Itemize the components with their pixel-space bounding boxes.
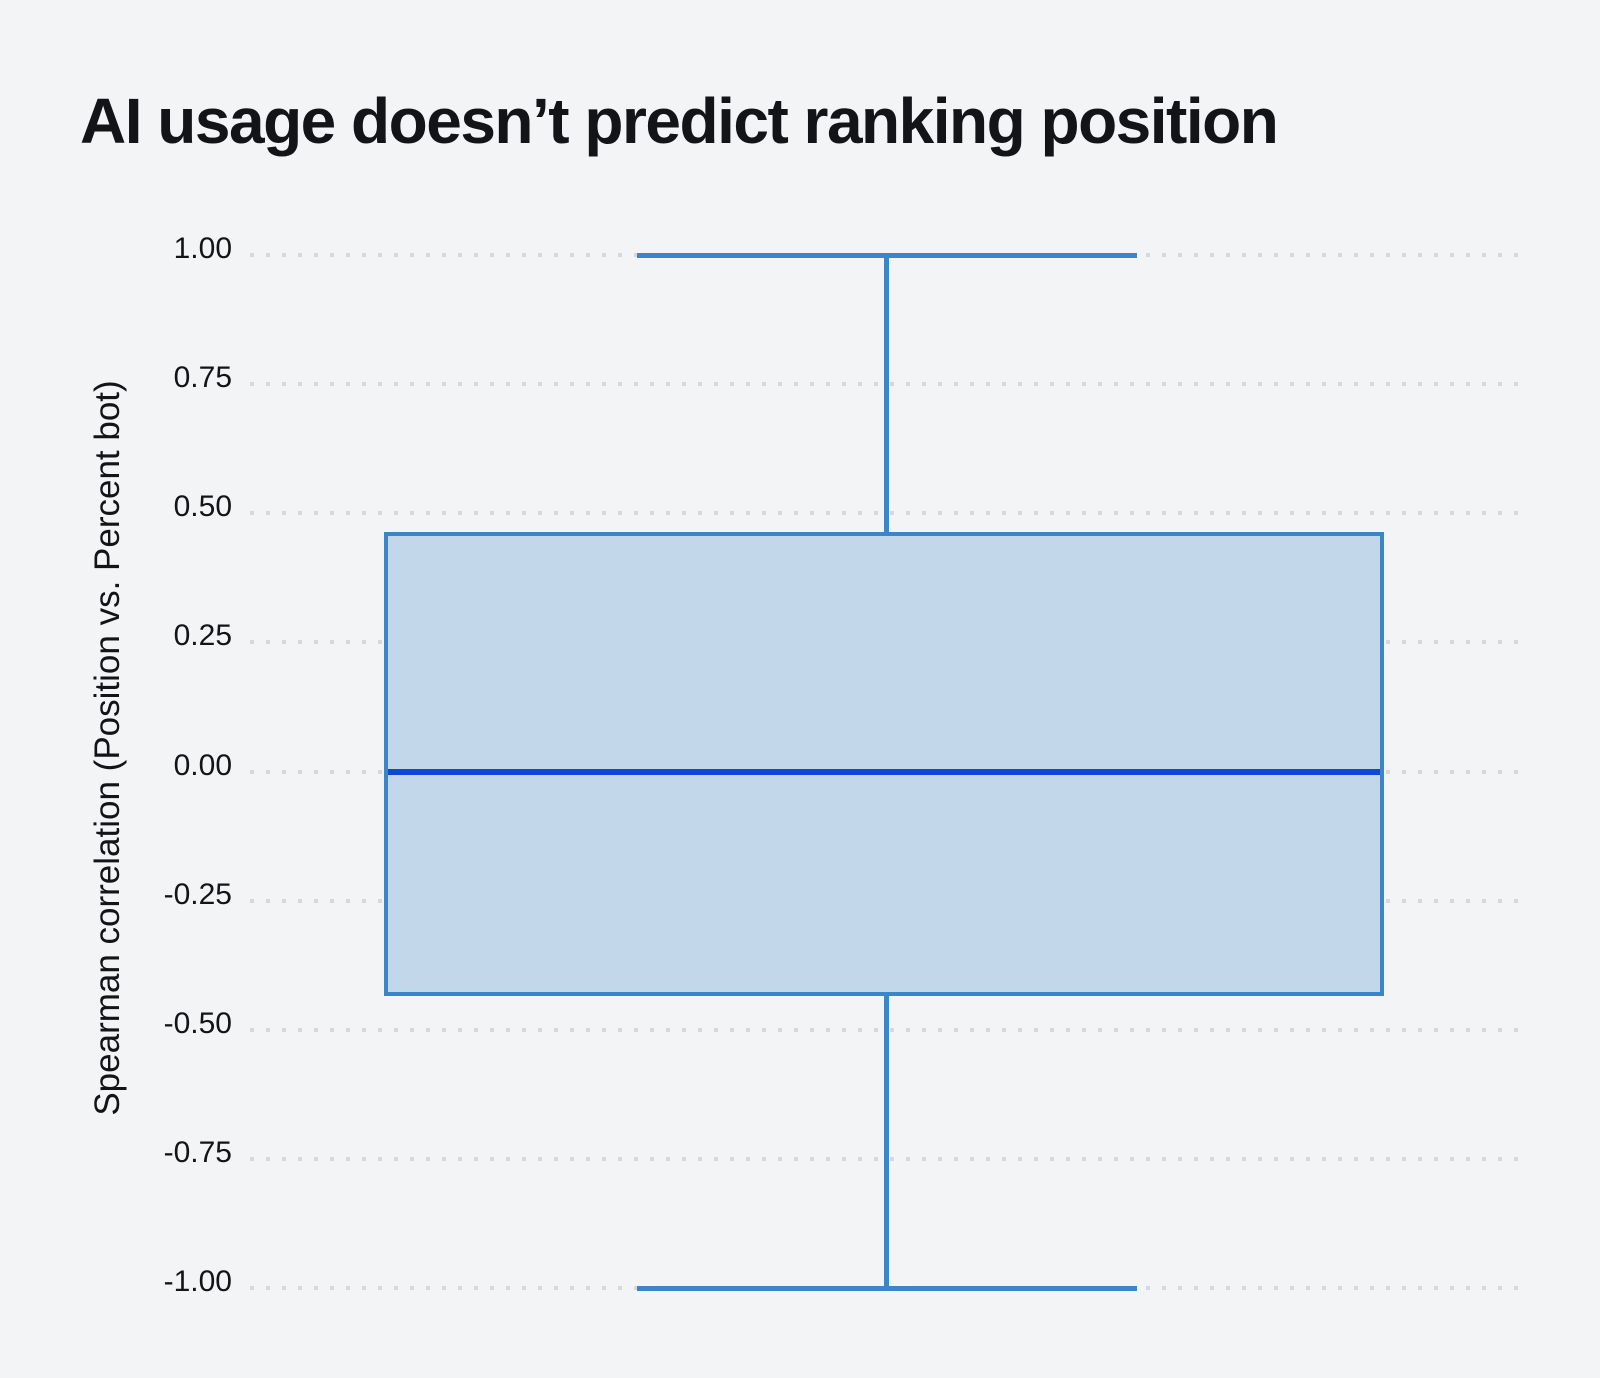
- y-tick-label: 0.25: [173, 619, 232, 653]
- lower-whisker-line: [884, 995, 889, 1286]
- y-tick-label: 0.00: [173, 748, 232, 782]
- y-tick-label: 0.50: [173, 490, 232, 524]
- upper-whisker-cap: [637, 253, 1137, 258]
- upper-whisker-line: [884, 257, 889, 532]
- y-tick-label: -0.25: [163, 877, 232, 911]
- y-tick-label: -0.75: [163, 1135, 232, 1169]
- y-tick-label: -0.50: [163, 1006, 232, 1040]
- lower-whisker-cap: [637, 1286, 1137, 1291]
- y-tick-label: 0.75: [173, 361, 232, 395]
- chart-title: AI usage doesn’t predict ranking positio…: [80, 85, 1279, 157]
- y-tick-label: -1.00: [163, 1265, 232, 1298]
- y-tick-label: 1.00: [173, 232, 232, 265]
- median-line: [388, 768, 1380, 775]
- box-iqr: [384, 531, 1384, 996]
